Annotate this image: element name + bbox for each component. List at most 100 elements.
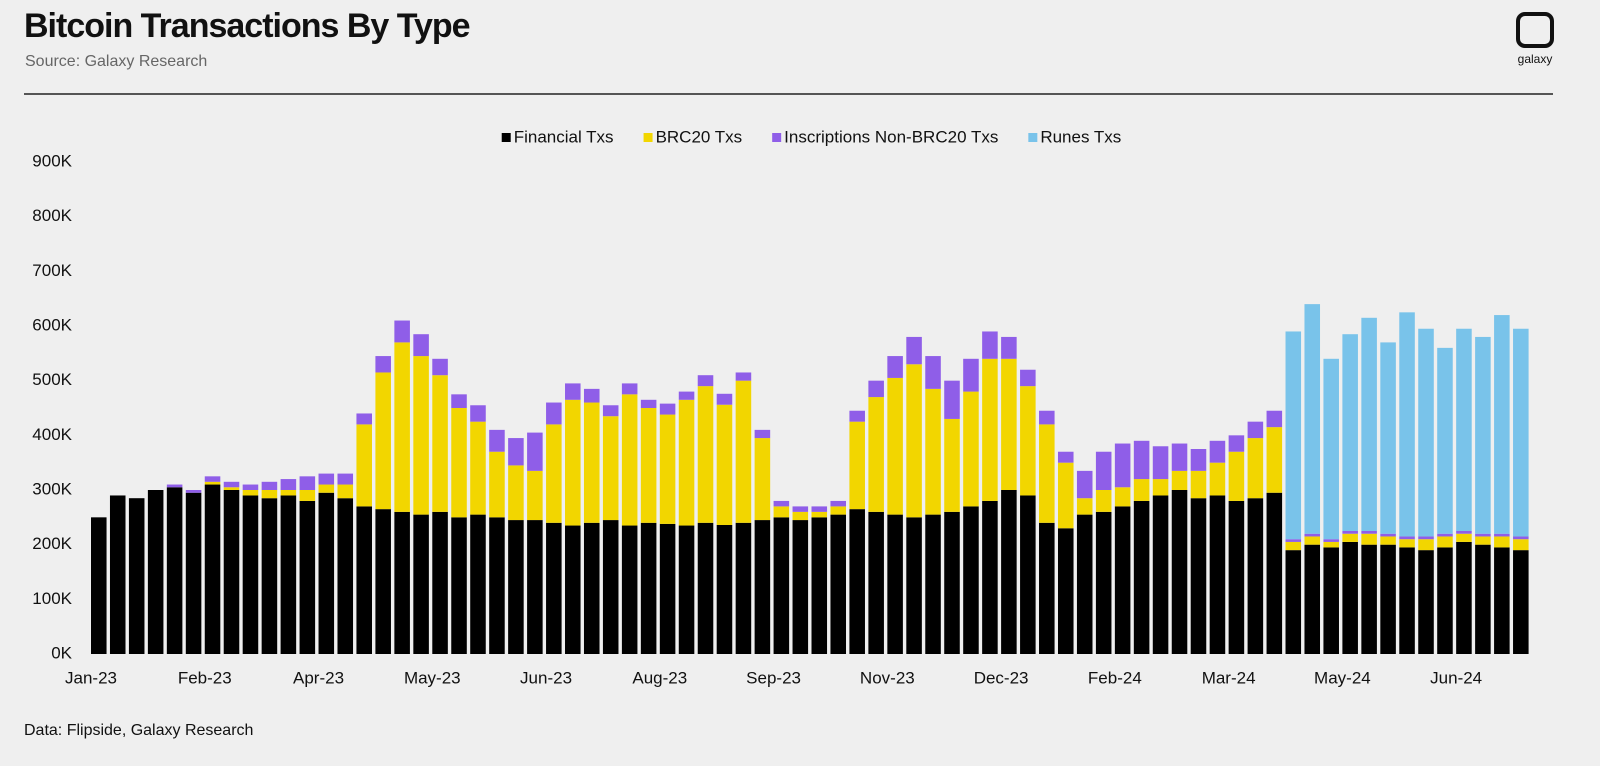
bar-segment [1494, 547, 1510, 654]
bar-segment [1494, 315, 1510, 534]
bar-segment [470, 405, 486, 422]
bar-segment [1475, 336, 1491, 534]
bar-segment [1456, 533, 1472, 542]
bar-segment [659, 414, 676, 524]
bar-segment [1020, 495, 1036, 654]
bar-segment [204, 481, 221, 485]
x-tick-label: Sep-23 [746, 668, 801, 687]
bar-segment [621, 394, 638, 526]
bar-segment [1380, 544, 1396, 654]
bar-segment [1001, 336, 1017, 359]
bar-segment [621, 525, 638, 654]
bar-segment [583, 388, 600, 403]
bar-segment [887, 514, 903, 654]
legend: Financial Txs BRC20 Txs Inscriptions Non-B… [501, 127, 1121, 146]
bar-segment [1095, 490, 1112, 512]
bar-segment [754, 438, 771, 521]
bar-segment [413, 356, 429, 515]
bar-segment [659, 523, 676, 654]
bar-segment [754, 520, 771, 654]
bar-segment [185, 490, 202, 493]
bar-segment [413, 334, 429, 357]
bar-segment [982, 358, 998, 501]
bar-segment [432, 375, 448, 512]
bar-segment [1361, 531, 1377, 534]
bar-segment [185, 492, 202, 654]
bar-segment [1171, 490, 1188, 654]
bar-segment [489, 517, 505, 654]
bar-segment [1475, 544, 1491, 654]
bar-segment [982, 331, 998, 359]
y-tick-label: 600K [32, 315, 72, 334]
bar-segment [1437, 536, 1453, 548]
bar-segment [1266, 492, 1283, 654]
bar-segment [583, 522, 600, 654]
bar-segment [1361, 533, 1377, 545]
bar-segment [1152, 495, 1169, 654]
bar-segment [565, 383, 581, 400]
bar-segment [1247, 421, 1264, 439]
bar-segment [963, 506, 979, 654]
x-tick-label: Nov-23 [860, 668, 915, 687]
bar-segment [1456, 541, 1472, 654]
bar-segment [1399, 547, 1415, 654]
bar-segment [1418, 328, 1434, 537]
bar-segment [773, 517, 790, 654]
bar-segment [1266, 410, 1283, 428]
legend-label: Inscriptions Non-BRC20 Txs [784, 127, 998, 146]
bar-segment [792, 520, 809, 654]
x-tick-label: Jan-23 [65, 668, 117, 687]
bar-segment [982, 500, 998, 654]
bar-segment [640, 408, 657, 523]
bar-segment [1418, 550, 1434, 654]
bar-segment [1057, 528, 1074, 654]
bar-segment [621, 383, 638, 395]
bar-segment [1418, 536, 1434, 540]
x-tick-label: Aug-23 [632, 668, 687, 687]
y-tick-label: 800K [32, 206, 72, 225]
bar-segment [1399, 312, 1415, 537]
x-tick-label: Apr-23 [293, 668, 344, 687]
bar-segment [1342, 531, 1358, 534]
bar-segment [280, 490, 297, 496]
bar-segment [1513, 550, 1529, 654]
bar-segment [1039, 424, 1055, 523]
legend-swatch [772, 133, 782, 142]
bar-segment [1361, 317, 1377, 531]
bar-segment [356, 424, 372, 507]
bar-segment [1076, 514, 1093, 654]
bar-segment [261, 481, 278, 490]
bar-segment [735, 522, 752, 654]
bar-segment [1494, 533, 1510, 537]
bar-segment [925, 356, 941, 389]
bar-segment [223, 487, 240, 490]
bar-segment [1513, 328, 1529, 537]
bar-segment [1342, 541, 1358, 654]
bar-segment [1323, 539, 1339, 542]
bar-segment [925, 514, 941, 654]
bar-segment [944, 380, 960, 419]
bar-segment [849, 509, 865, 654]
bar-segment [1001, 490, 1017, 654]
bar-segment [1494, 536, 1510, 548]
x-tick-label: Jun-24 [1430, 668, 1482, 687]
bar-segment [1209, 495, 1226, 654]
bar-segment [944, 418, 960, 512]
bar-segment [166, 484, 183, 488]
bar-segment [147, 490, 164, 654]
bar-segment [451, 517, 467, 654]
bar-segment [830, 506, 847, 515]
bar-segment [906, 336, 922, 365]
bar-segment [204, 484, 221, 654]
bar-segment [546, 522, 562, 654]
bar-segment [1437, 533, 1453, 537]
bar-segment [1304, 533, 1321, 537]
bar-segment [1076, 498, 1093, 515]
bar-segment [299, 476, 316, 490]
bar-segment [1152, 446, 1169, 480]
bar-segment [1513, 539, 1529, 551]
bar-segment [1020, 369, 1036, 387]
x-tick-label: Dec-23 [974, 668, 1029, 687]
bar-segment [1323, 541, 1339, 548]
bar-segment [1057, 451, 1074, 463]
